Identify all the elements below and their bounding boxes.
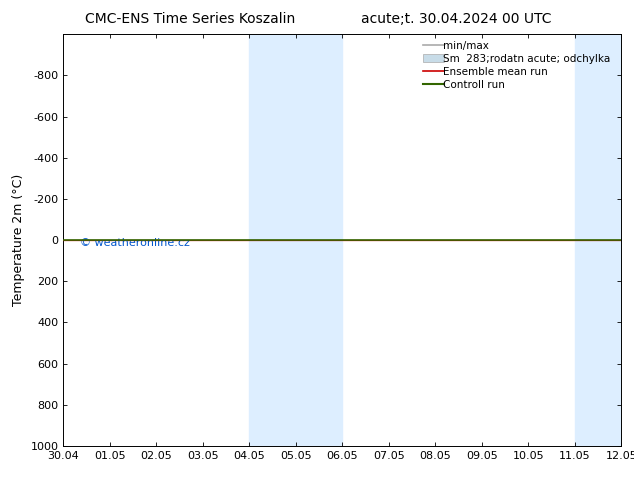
Text: © weatheronline.cz: © weatheronline.cz [80, 238, 190, 248]
Y-axis label: Temperature 2m (°C): Temperature 2m (°C) [12, 174, 25, 306]
Bar [249, 34, 342, 446]
Legend: min/max, Sm  283;rodatn acute; odchylka, Ensemble mean run, Controll run: min/max, Sm 283;rodatn acute; odchylka, … [418, 36, 619, 94]
Text: CMC-ENS Time Series Koszalin: CMC-ENS Time Series Koszalin [85, 12, 295, 26]
Text: acute;t. 30.04.2024 00 UTC: acute;t. 30.04.2024 00 UTC [361, 12, 552, 26]
Bar [575, 34, 621, 446]
